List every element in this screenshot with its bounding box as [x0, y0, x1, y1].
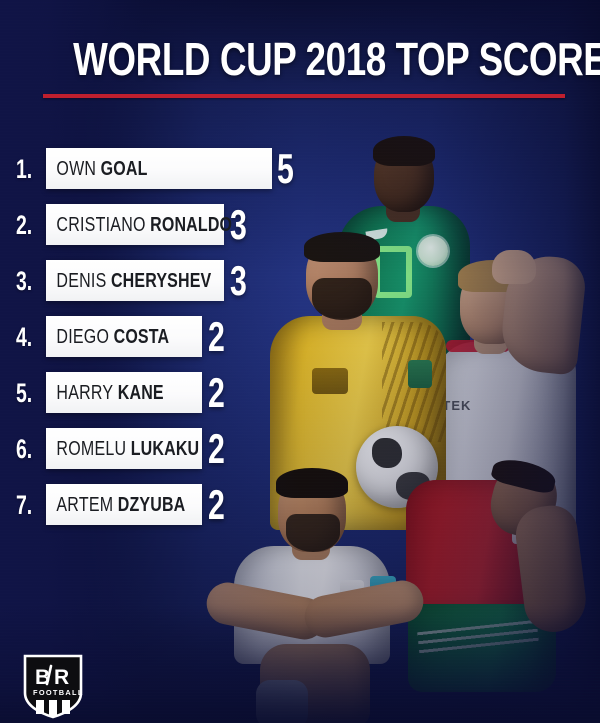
player-name: ROMELU LUKAKU [46, 438, 199, 460]
goal-count: 2 [208, 369, 225, 416]
goal-count: 3 [230, 201, 247, 248]
player-name: DIEGO COSTA [46, 326, 169, 348]
player-first-name: CRISTIANO [56, 213, 146, 236]
player-bar: ARTEM DZYUBA [46, 484, 202, 525]
player-last-name: KANE [117, 381, 164, 404]
svg-text:FOOTBALL: FOOTBALL [33, 688, 84, 697]
goal-count: 5 [277, 145, 294, 192]
rank-number: 1. [16, 154, 33, 184]
player-name: ARTEM DZYUBA [46, 494, 185, 516]
player-name: DENIS CHERYSHEV [46, 270, 211, 292]
goal-count: 2 [208, 313, 225, 360]
player-first-name: ARTEM [56, 493, 114, 516]
br-football-logo: B R FOOTBALL [22, 653, 84, 719]
ranking-row: 7. ARTEM DZYUBA 2 [0, 481, 600, 528]
rank-number: 5. [16, 378, 33, 408]
player-name: HARRY KANE [46, 382, 164, 404]
player-last-name: COSTA [113, 325, 170, 348]
player-bar: DENIS CHERYSHEV [46, 260, 224, 301]
player-name: CRISTIANO RONALDO [46, 214, 232, 236]
player-last-name: DZYUBA [117, 493, 186, 516]
goal-count: 3 [230, 257, 247, 304]
player-bar: CRISTIANO RONALDO [46, 204, 232, 245]
title-underline [43, 94, 565, 98]
bottom-fade [0, 603, 600, 723]
rank-number: 7. [16, 490, 33, 520]
ranking-row: 6. ROMELU LUKAKU 2 [0, 425, 600, 472]
player-name: OWN GOAL [46, 158, 148, 180]
goal-count: 2 [208, 425, 225, 472]
player-last-name: CHERYSHEV [110, 269, 212, 292]
title-block: WORLD CUP 2018 TOP SCORERS [0, 33, 600, 98]
goal-count: 2 [208, 481, 225, 528]
player-bar: HARRY KANE [46, 372, 202, 413]
rank-number: 3. [16, 266, 33, 296]
ranking-row: 4. DIEGO COSTA 2 [0, 313, 600, 360]
page-title: WORLD CUP 2018 TOP SCORERS [73, 33, 600, 85]
svg-text:R: R [54, 666, 69, 689]
rank-number: 2. [16, 210, 33, 240]
player-last-name: LUKAKU [130, 437, 200, 460]
player-first-name: OWN [56, 157, 97, 180]
player-bar: DIEGO COSTA [46, 316, 202, 357]
player-last-name: GOAL [100, 157, 148, 180]
player-bar: ROMELU LUKAKU [46, 428, 202, 469]
player-first-name: ROMELU [56, 437, 127, 460]
player-last-name: RONALDO [150, 213, 233, 236]
ranking-row: 3. DENIS CHERYSHEV 3 [0, 257, 600, 304]
ranking-row: 2. CRISTIANO RONALDO 3 [0, 201, 600, 248]
ranking-row: 1. OWN GOAL 5 [0, 145, 600, 192]
rank-number: 6. [16, 434, 33, 464]
player-bar: OWN GOAL [46, 148, 272, 189]
ranking-list: 1. OWN GOAL 5 2. CRISTIANO RONALDO 3 3. DENIS C… [0, 145, 600, 540]
player-first-name: DIEGO [56, 325, 110, 348]
ranking-row: 5. HARRY KANE 2 [0, 369, 600, 416]
rank-number: 4. [16, 322, 33, 352]
player-first-name: HARRY [56, 381, 114, 404]
player-first-name: DENIS [56, 269, 107, 292]
